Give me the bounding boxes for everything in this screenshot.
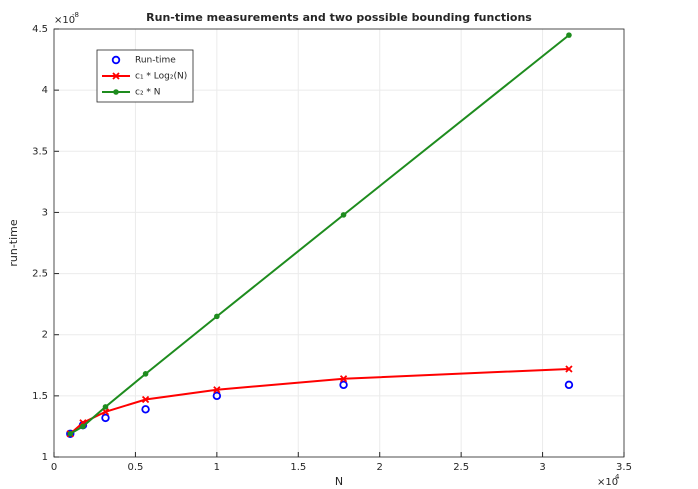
y-tick-label: 2 [42, 330, 48, 341]
marker [102, 404, 109, 410]
marker [80, 423, 86, 430]
marker [141, 405, 150, 414]
y-multiplier-exponent: -8 [72, 11, 79, 19]
y-tick-label: 2.5 [32, 269, 48, 280]
x-tick-label: 0.5 [127, 462, 143, 473]
chart-title: Run-time measurements and two possible b… [146, 11, 532, 24]
marker [67, 430, 74, 437]
y-axis-label: run-time [7, 219, 20, 267]
marker [340, 212, 347, 218]
y-multiplier: ×10 [54, 15, 75, 26]
marker [212, 391, 222, 401]
marker [566, 32, 572, 38]
x-tick-label: 3 [539, 462, 545, 473]
y-tick-label: 3 [42, 207, 48, 218]
marker [142, 371, 149, 377]
y-tick-label: 3.5 [32, 146, 48, 157]
plot-frame [53, 28, 625, 458]
marker [141, 395, 150, 404]
marker [339, 375, 348, 383]
legend-label: Run-time [135, 56, 176, 66]
y-tick-label: 4 [42, 85, 48, 96]
x-tick-label: 1 [214, 462, 220, 473]
x-tick-label: 0 [51, 462, 57, 473]
marker [564, 380, 574, 390]
x-multiplier-exponent: 4 [615, 473, 620, 481]
x-tick-label: 3.5 [616, 462, 632, 473]
legend-label: c₂ * N [135, 88, 161, 98]
marker [339, 380, 348, 390]
legend-marker [112, 72, 120, 80]
marker [66, 429, 75, 438]
marker [101, 413, 110, 423]
legend-label: c₁ * Log₂(N) [135, 72, 187, 82]
legend-marker [113, 89, 119, 95]
x-multiplier: ×10 [597, 477, 618, 488]
marker [565, 365, 573, 373]
y-tick-label: 1.5 [32, 391, 48, 402]
marker [214, 313, 220, 320]
x-axis-label: N [335, 475, 343, 488]
x-tick-label: 1.5 [290, 462, 306, 473]
x-tick-label: 2.5 [453, 462, 469, 473]
x-tick-label: 2 [377, 462, 383, 473]
marker [213, 386, 221, 394]
legend-marker [111, 55, 121, 65]
y-tick-label: 4.5 [32, 24, 48, 35]
y-tick-label: 1 [42, 452, 48, 463]
